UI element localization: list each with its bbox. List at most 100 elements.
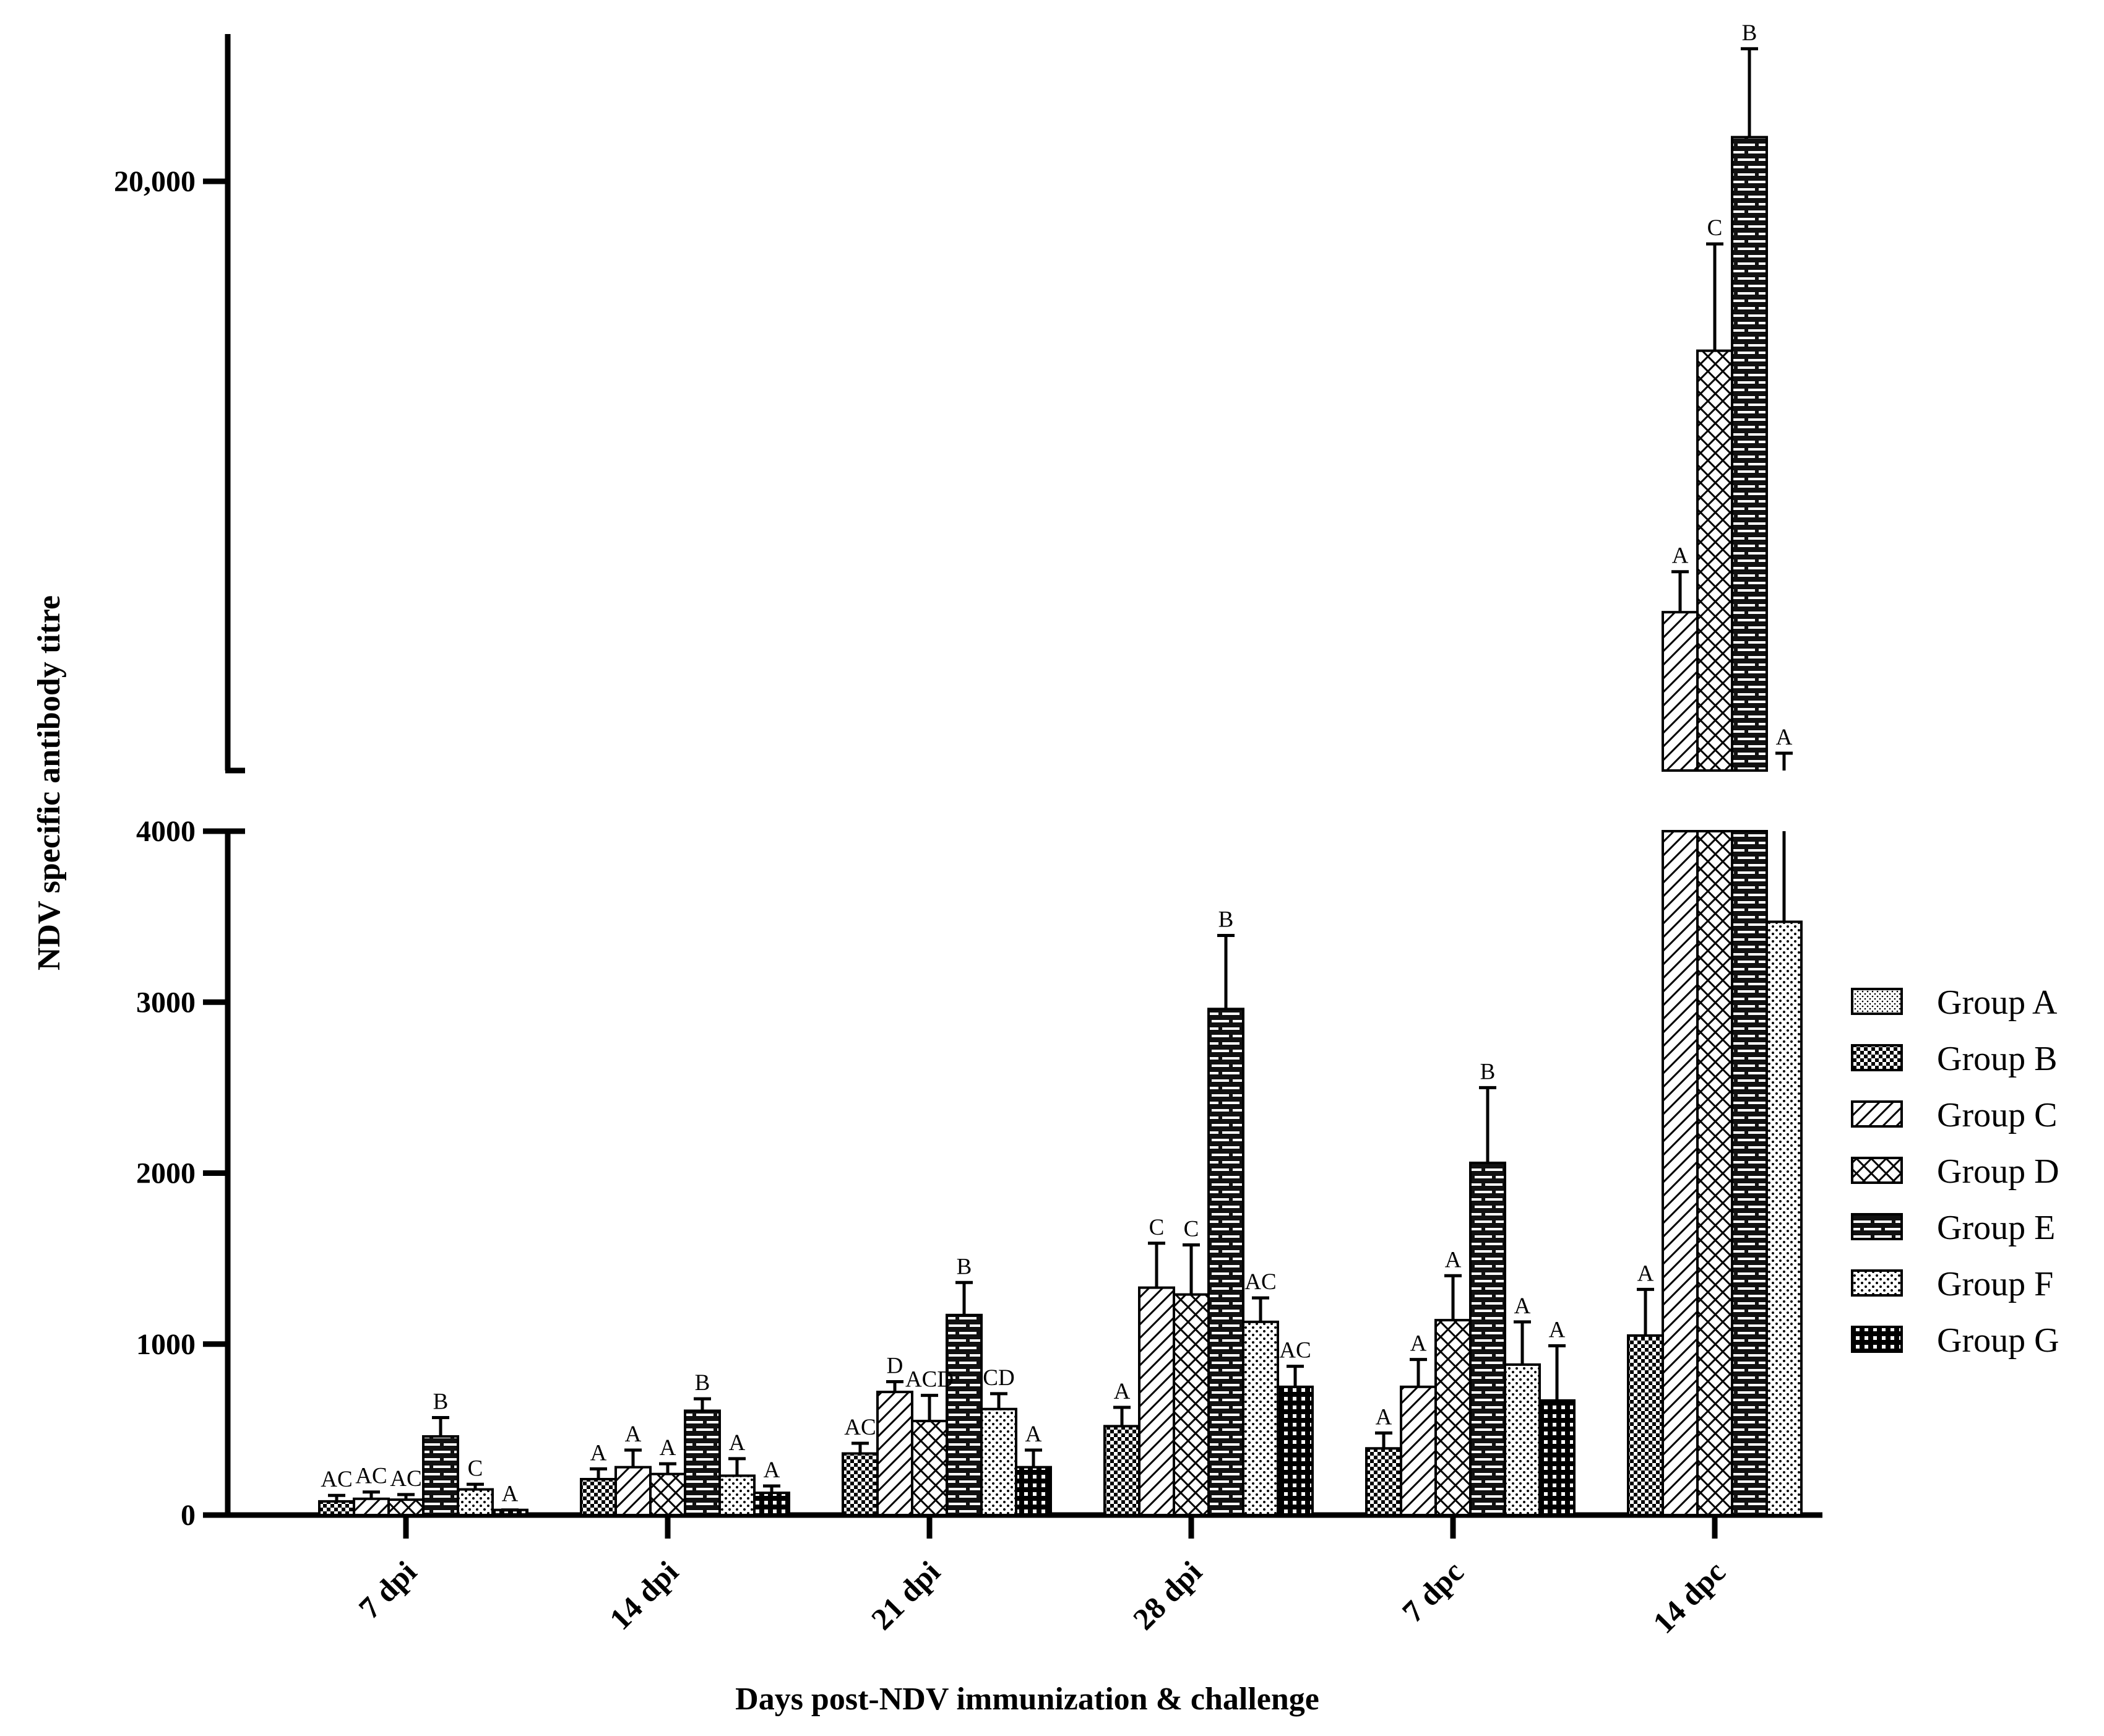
bar	[1207, 1008, 1244, 1517]
legend-swatch	[1851, 988, 1903, 1015]
legend-label: Group F	[1937, 1265, 2053, 1303]
x-tick-label: 21 dpi	[864, 1554, 947, 1636]
significance-label: A	[502, 1482, 519, 1507]
legend-label: Group B	[1937, 1040, 2057, 1078]
legend-swatch	[1851, 1100, 1903, 1128]
bar-upper-segment	[1731, 136, 1768, 772]
bar	[980, 1407, 1017, 1517]
legend-label: Group E	[1937, 1209, 2055, 1247]
significance-label: CD	[983, 1365, 1014, 1391]
significance-label: A	[1025, 1422, 1042, 1447]
bar	[1766, 920, 1803, 1516]
legend-swatch	[1851, 1157, 1903, 1184]
bar	[457, 1488, 494, 1516]
bar	[842, 1452, 879, 1517]
x-tick-label: 7 dpi	[352, 1554, 423, 1625]
bar	[1138, 1286, 1175, 1516]
bar	[718, 1474, 756, 1516]
bar	[1731, 830, 1768, 1516]
legend-item: Group B	[1851, 1040, 2057, 1078]
bars	[318, 47, 1803, 1517]
significance-label: B	[433, 1389, 449, 1415]
significance-label: B	[957, 1254, 972, 1279]
bar	[353, 1497, 390, 1517]
legend-swatch	[1851, 1326, 1903, 1353]
significance-label: A	[1410, 1331, 1427, 1357]
bar-upper-segment	[1662, 611, 1699, 772]
significance-label: C	[468, 1456, 483, 1481]
bar	[649, 1472, 686, 1516]
significance-label: B	[1742, 20, 1757, 46]
legend-item: Group F	[1851, 1265, 2053, 1303]
bar	[1469, 1161, 1506, 1517]
significance-label: A	[1376, 1404, 1392, 1430]
bar	[1662, 830, 1699, 1516]
bar	[422, 1435, 459, 1517]
bar	[1365, 1447, 1402, 1516]
significance-label: A	[1637, 1261, 1654, 1286]
significance-label: A	[625, 1422, 642, 1447]
bar	[753, 1492, 790, 1516]
significance-label: C	[1149, 1215, 1165, 1240]
bar	[1538, 1399, 1576, 1517]
bar	[1173, 1293, 1210, 1516]
significance-label: AC	[1244, 1269, 1276, 1295]
significance-label: AC	[321, 1467, 352, 1492]
significance-label: AC	[1279, 1338, 1311, 1363]
legend-label: Group C	[1937, 1096, 2057, 1134]
x-axis-title: Days post-NDV immunization & challenge	[735, 1682, 1319, 1717]
legend-swatch	[1851, 1269, 1903, 1297]
significance-label: AC	[390, 1466, 421, 1492]
significance-label: A	[1514, 1293, 1531, 1319]
significance-label: AC	[355, 1464, 387, 1489]
significance-label: B	[695, 1370, 710, 1396]
bar	[1277, 1385, 1314, 1516]
significance-label: A	[1445, 1247, 1462, 1272]
legend-item: Group A	[1851, 983, 2058, 1022]
significance-label: A	[590, 1440, 607, 1466]
y-tick-label: 1000	[136, 1328, 196, 1361]
legend-label: Group D	[1937, 1152, 2059, 1191]
bar	[318, 1500, 355, 1516]
x-tick-label: 14 dpi	[603, 1554, 685, 1636]
legend-item: Group E	[1851, 1209, 2055, 1247]
bar	[1015, 1466, 1052, 1516]
y-tick-label: 20,000	[114, 165, 196, 198]
bar	[911, 1420, 948, 1516]
bar	[876, 1391, 913, 1517]
significance-label: A	[1672, 543, 1689, 569]
bar	[1103, 1425, 1140, 1517]
legend-swatch	[1851, 1044, 1903, 1071]
significance-label: D	[887, 1354, 903, 1379]
bar	[946, 1313, 983, 1517]
legend-label: Group G	[1937, 1321, 2059, 1360]
y-tick-label: 3000	[136, 986, 196, 1019]
bar	[1504, 1363, 1541, 1516]
significance-label: A	[1114, 1379, 1131, 1404]
y-tick-label: 2000	[136, 1157, 196, 1190]
legend-label: Group A	[1937, 983, 2058, 1022]
x-tick-label: 28 dpi	[1126, 1554, 1209, 1636]
legend-item: Group D	[1851, 1152, 2059, 1191]
significance-label: A	[660, 1435, 676, 1461]
bar	[1434, 1319, 1472, 1516]
bar	[614, 1466, 652, 1516]
bar	[580, 1477, 617, 1517]
bar	[1627, 1334, 1664, 1516]
y-axis-title: NDV specific antibody titre	[32, 595, 67, 970]
significance-label: AC	[844, 1415, 876, 1440]
bar	[684, 1409, 721, 1517]
bar	[1696, 830, 1733, 1516]
significance-label: B	[1218, 907, 1234, 933]
y-tick-label: 0	[181, 1499, 196, 1532]
y-tick-label: 4000	[136, 815, 196, 848]
significance-label: ACD	[905, 1367, 954, 1393]
legend-item: Group G	[1851, 1321, 2059, 1360]
significance-label: A	[764, 1457, 780, 1483]
significance-label: C	[1184, 1217, 1199, 1242]
x-tick-label: 7 dpc	[1395, 1554, 1470, 1629]
bar	[1242, 1320, 1279, 1516]
